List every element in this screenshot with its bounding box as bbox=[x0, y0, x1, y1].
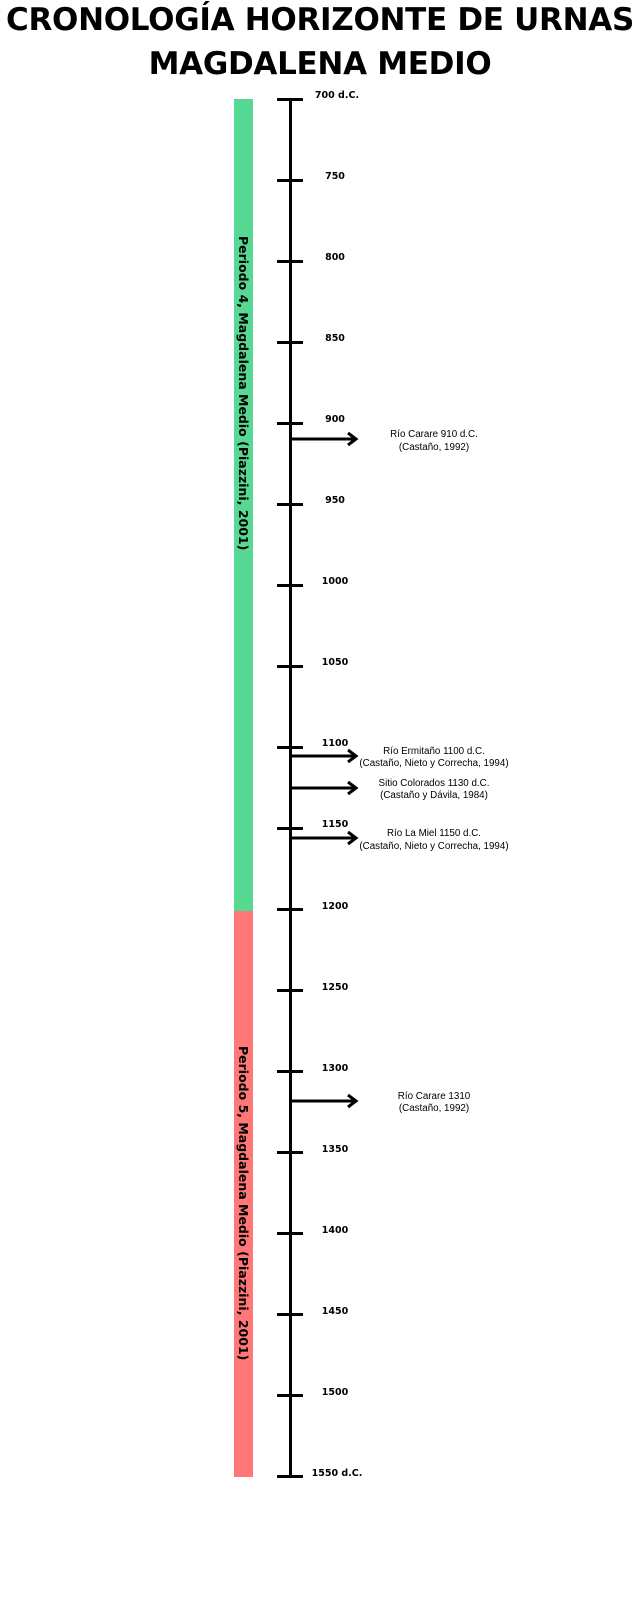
tick-mark bbox=[277, 1475, 303, 1479]
tick-label: 1200 bbox=[321, 900, 349, 912]
tick-mark bbox=[277, 989, 303, 993]
tick-mark bbox=[277, 97, 303, 101]
tick-label: 950 bbox=[325, 495, 345, 507]
tick-label: 900 bbox=[325, 414, 345, 426]
event-title: Río Ermitaño 1100 d.C. bbox=[383, 745, 485, 757]
event-title: Sitio Colorados 1130 d.C. bbox=[378, 777, 490, 789]
event-citation: (Castaño, Nieto y Correcha, 1994) bbox=[359, 840, 509, 852]
tick-label: 850 bbox=[325, 333, 345, 345]
tick-label: 700 d.C. bbox=[314, 90, 360, 101]
tick-mark bbox=[277, 421, 303, 425]
tick-mark bbox=[277, 745, 303, 749]
tick-label: 1300 bbox=[321, 1062, 349, 1074]
event-label: Río Carare 910 d.C. (Castaño, 1992) bbox=[324, 429, 544, 454]
tick-mark bbox=[277, 826, 303, 830]
event-label: Sitio Colorados 1130 d.C. (Castaño y Dávi… bbox=[324, 778, 544, 803]
tick-label: 1250 bbox=[321, 981, 349, 993]
tick-mark bbox=[277, 259, 303, 263]
tick-mark bbox=[277, 1070, 303, 1074]
event-citation: (Castaño y Dávila, 1984) bbox=[380, 790, 488, 802]
tick-mark bbox=[277, 664, 303, 668]
event-title: Río La Miel 1150 d.C. bbox=[386, 828, 482, 840]
event-title: Río Carare 910 d.C. bbox=[390, 429, 478, 441]
period-4-label: Periodo 4, Magdalena Medio (Piazzini, 20… bbox=[236, 236, 251, 551]
arrow-icon bbox=[289, 1093, 359, 1108]
tick-label: 1550 d.C. bbox=[311, 1467, 363, 1479]
tick-mark bbox=[277, 502, 303, 506]
tick-mark bbox=[277, 908, 303, 911]
arrow-icon bbox=[289, 780, 359, 796]
tick-mark bbox=[277, 178, 303, 182]
tick-label: 1050 bbox=[321, 657, 349, 669]
tick-label: 1100 bbox=[321, 738, 349, 750]
arrow-icon bbox=[289, 432, 359, 447]
tick-mark bbox=[277, 1313, 303, 1317]
arrow-icon bbox=[289, 748, 359, 763]
event-title: Río Carare 1310 bbox=[397, 1090, 471, 1102]
arrow-icon bbox=[289, 830, 359, 846]
event-citation: (Castaño, 1992) bbox=[398, 1103, 470, 1115]
tick-label: 1350 bbox=[321, 1143, 349, 1155]
event-citation: (Castaño, 1992) bbox=[398, 441, 470, 453]
tick-mark bbox=[277, 340, 303, 344]
tick-mark bbox=[277, 1232, 303, 1236]
event-citation: (Castaño, Nieto y Correcha, 1994) bbox=[359, 758, 509, 769]
event-label: Río Ermitaño 1100 d.C. (Castaño, Nieto y … bbox=[324, 746, 544, 771]
tick-label: 800 bbox=[325, 252, 345, 264]
period-5-bar bbox=[234, 911, 253, 1477]
page-subtitle: MAGDALENA MEDIO bbox=[148, 46, 492, 82]
event-label: Río Carare 1310 (Castaño, 1992) bbox=[324, 1091, 544, 1116]
page-title: CRONOLOGÍA HORIZONTE DE URNAS bbox=[6, 2, 634, 38]
tick-mark bbox=[277, 583, 303, 587]
tick-label: 1450 bbox=[321, 1305, 349, 1317]
tick-mark bbox=[277, 1151, 303, 1155]
period-5-label: Periodo 5, Magdalena Medio (Piazzini, 20… bbox=[236, 1046, 251, 1361]
tick-label: 1500 bbox=[321, 1386, 349, 1398]
tick-label: 1400 bbox=[321, 1224, 349, 1236]
tick-mark bbox=[277, 1394, 303, 1398]
tick-label: 1000 bbox=[321, 576, 349, 588]
event-label: Río La Miel 1150 d.C. (Castaño, Nieto y C… bbox=[324, 828, 544, 853]
tick-label: 750 bbox=[325, 171, 345, 183]
tick-label: 1150 bbox=[321, 819, 349, 831]
period-4-bar bbox=[234, 99, 253, 911]
